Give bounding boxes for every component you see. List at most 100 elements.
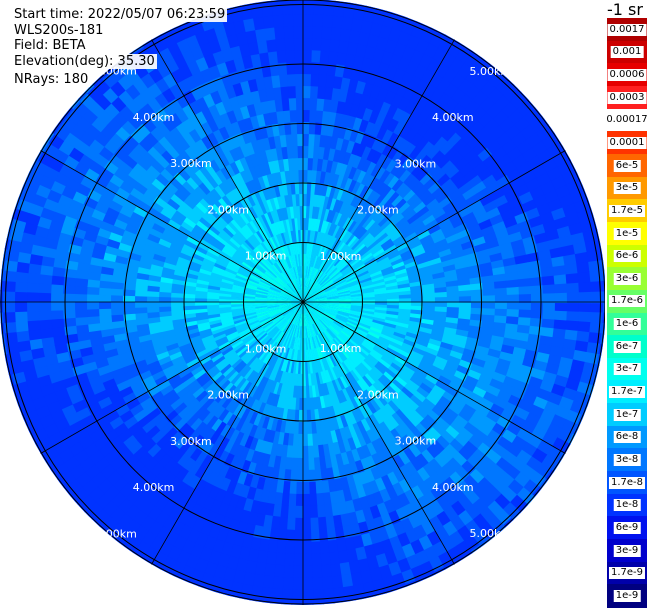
gate-cell: [322, 220, 330, 234]
gate-cell: [280, 232, 287, 245]
gate-cell: [248, 165, 259, 180]
gate-cell: [159, 167, 174, 182]
gate-cell: [294, 325, 298, 338]
gate-cell: [497, 201, 513, 215]
gate-cell: [302, 517, 311, 531]
gate-cell: [270, 313, 283, 321]
gate-cell: [261, 575, 275, 589]
gate-cell: [75, 269, 90, 280]
gate-cell: [554, 310, 568, 322]
gate-cell: [115, 186, 131, 200]
gate-cell: [160, 149, 176, 164]
gate-cell: [255, 290, 269, 295]
gate-cell: [325, 343, 334, 356]
gate-cell: [256, 311, 269, 317]
gate-cell: [338, 303, 352, 306]
gate-cell: [315, 271, 324, 283]
gate-cell: [336, 335, 347, 346]
gate-cell: [321, 480, 330, 494]
gate-cell: [314, 304, 328, 308]
gate-cell: [385, 313, 399, 320]
gate-cell: [173, 435, 188, 450]
gate-cell: [352, 422, 362, 437]
gate-cell: [359, 230, 371, 242]
gate-cell: [370, 349, 384, 360]
gate-cell: [269, 287, 282, 293]
gate-cell: [269, 380, 277, 394]
gate-cell: [268, 354, 277, 368]
gate-cell: [404, 209, 418, 222]
gate-cell: [316, 504, 326, 519]
gate-cell: [183, 443, 198, 458]
gate-cell: [444, 97, 460, 114]
gate-cell: [354, 546, 367, 561]
gate-cell: [390, 257, 404, 267]
gate-cell: [310, 283, 320, 294]
gate-cell: [294, 217, 299, 231]
gate-cell: [287, 311, 296, 322]
gate-cell: [356, 393, 367, 407]
gate-cell: [240, 243, 252, 254]
gate-cell: [435, 510, 451, 527]
gate-cell: [456, 480, 472, 497]
gate-cell: [316, 334, 323, 348]
gate-cell: [126, 374, 142, 387]
gate-cell: [332, 321, 345, 330]
gate-cell: [266, 306, 280, 310]
gate-cell: [245, 255, 258, 266]
gate-cell: [321, 233, 329, 246]
gate-cell: [354, 225, 366, 238]
gate-cell: [315, 372, 321, 386]
gate-cell: [234, 158, 245, 173]
gate-cell: [270, 342, 279, 355]
gate-cell: [338, 349, 348, 361]
gate-cell: [327, 235, 336, 249]
gate-cell: [419, 210, 434, 222]
gate-cell: [258, 259, 269, 270]
gate-cell: [304, 277, 308, 291]
gate-cell: [298, 157, 304, 171]
gate-cell: [494, 294, 508, 303]
gate-cell: [46, 362, 61, 375]
gate-cell: [298, 290, 303, 302]
gate-cell: [80, 174, 96, 190]
gate-cell: [255, 451, 266, 466]
gate-cell: [300, 217, 304, 230]
gate-cell: [115, 379, 131, 392]
gate-cell: [222, 366, 234, 378]
gate-cell: [280, 272, 289, 284]
gate-cell: [181, 117, 196, 133]
gate-cell: [267, 294, 280, 298]
gate-cell: [176, 452, 191, 468]
gate-cell: [269, 197, 277, 211]
gate-cell: [171, 314, 185, 321]
gate-cell: [437, 92, 453, 109]
gate-cell: [155, 172, 170, 187]
gate-cell: [393, 264, 407, 273]
gate-cell: [317, 444, 325, 458]
gate-cell: [376, 126, 389, 141]
gate-cell: [256, 313, 270, 319]
gate-cell: [419, 359, 433, 371]
gate-cell: [340, 264, 353, 274]
gate-cell: [303, 292, 312, 302]
gate-cell: [387, 400, 400, 414]
gate-cell: [227, 370, 239, 383]
gate-cell: [208, 431, 221, 445]
gate-cell: [502, 160, 518, 176]
gate-cell: [490, 259, 505, 270]
gate-cell: [314, 469, 322, 483]
gate-cell: [304, 337, 307, 351]
gate-cell: [377, 338, 390, 348]
gate-cell: [308, 325, 314, 338]
gate-cell: [434, 355, 449, 367]
gate-cell: [281, 577, 294, 591]
gate-cell: [376, 87, 390, 103]
gate-cell: [284, 335, 291, 348]
gate-cell: [281, 271, 290, 283]
gate-cell: [245, 369, 256, 383]
gate-cell: [481, 320, 495, 330]
gate-cell: [129, 186, 145, 201]
gate-cell: [137, 414, 152, 428]
gate-cell: [189, 141, 203, 157]
